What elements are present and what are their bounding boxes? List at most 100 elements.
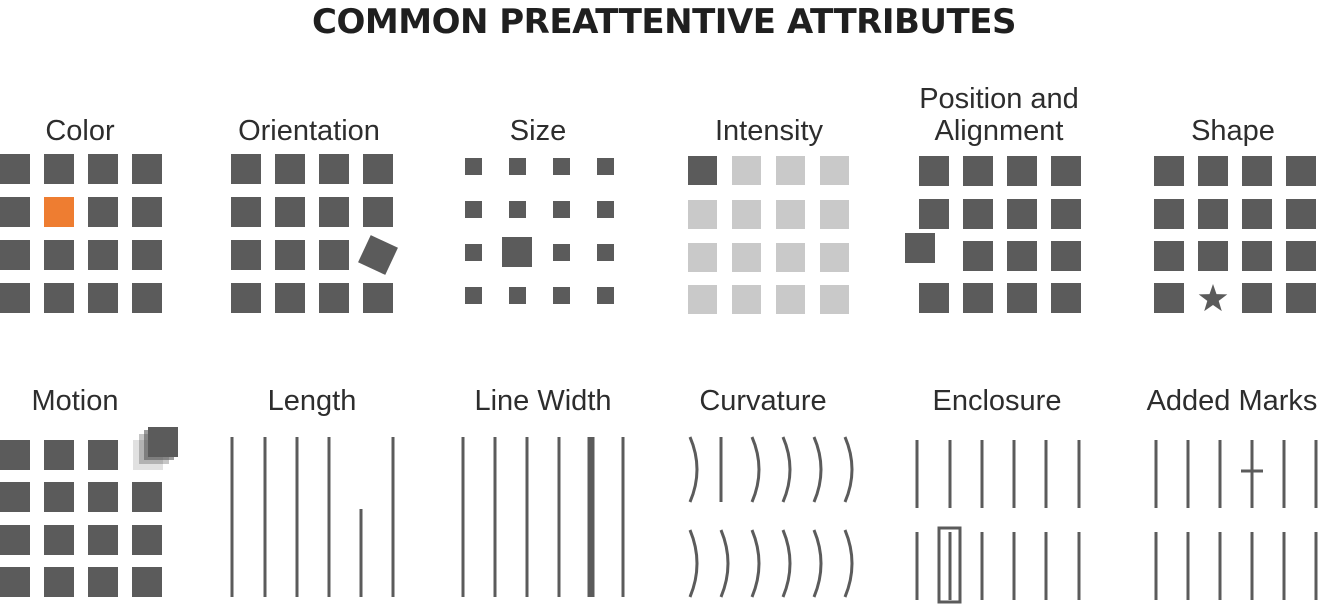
square-mark bbox=[1286, 156, 1316, 186]
square-mark bbox=[231, 240, 261, 270]
square-mark bbox=[820, 200, 849, 229]
square-mark bbox=[1051, 283, 1081, 313]
square-mark bbox=[688, 200, 717, 229]
panel-label-motion: Motion bbox=[31, 385, 118, 417]
square-mark bbox=[1051, 199, 1081, 229]
panel-label-size: Size bbox=[510, 115, 566, 147]
square-mark bbox=[1286, 241, 1316, 271]
square-mark bbox=[275, 154, 305, 184]
square-mark bbox=[465, 244, 482, 261]
square-mark bbox=[553, 244, 570, 261]
curved-line bbox=[781, 529, 792, 598]
square-mark bbox=[132, 482, 162, 512]
square-mark bbox=[465, 158, 482, 175]
square-mark bbox=[88, 283, 118, 313]
square-mark bbox=[132, 283, 162, 313]
offset-square bbox=[905, 233, 935, 263]
curved-line bbox=[688, 529, 699, 598]
curved-line bbox=[719, 529, 730, 598]
square-mark bbox=[1242, 283, 1272, 313]
square-mark bbox=[963, 283, 993, 313]
square-mark bbox=[88, 440, 118, 470]
square-mark bbox=[231, 197, 261, 227]
square-mark bbox=[553, 158, 570, 175]
panel-label-length: Length bbox=[268, 385, 357, 417]
curved-line bbox=[843, 436, 854, 503]
page-title: COMMON PREATTENTIVE ATTRIBUTES bbox=[312, 2, 1016, 42]
square-mark bbox=[553, 201, 570, 218]
square-mark bbox=[44, 240, 74, 270]
square-mark bbox=[231, 283, 261, 313]
square-mark bbox=[0, 154, 30, 184]
square-mark bbox=[963, 156, 993, 186]
square-mark bbox=[88, 482, 118, 512]
square-mark bbox=[88, 154, 118, 184]
square-mark bbox=[0, 525, 30, 555]
square-mark bbox=[0, 440, 30, 470]
square-mark bbox=[1007, 241, 1037, 271]
square-mark bbox=[732, 200, 761, 229]
square-mark bbox=[0, 283, 30, 313]
panel-label-linewidth: Line Width bbox=[474, 385, 611, 417]
square-mark bbox=[1198, 199, 1228, 229]
square-mark bbox=[88, 240, 118, 270]
square-mark bbox=[509, 201, 526, 218]
square-mark bbox=[1051, 241, 1081, 271]
orientation-panel bbox=[231, 154, 398, 313]
square-mark bbox=[1007, 283, 1037, 313]
square-mark bbox=[776, 200, 805, 229]
square-mark bbox=[597, 158, 614, 175]
square-mark bbox=[820, 156, 849, 185]
panel-label-shape: Shape bbox=[1191, 115, 1275, 147]
square-mark bbox=[820, 243, 849, 272]
linewidth-panel bbox=[461, 437, 625, 597]
motion-panel bbox=[0, 427, 178, 597]
curved-line bbox=[781, 436, 792, 503]
square-mark bbox=[363, 154, 393, 184]
position-panel bbox=[905, 156, 1081, 313]
square-mark bbox=[919, 283, 949, 313]
square-mark bbox=[1242, 156, 1272, 186]
square-mark bbox=[275, 197, 305, 227]
moving-square bbox=[148, 427, 178, 457]
square-mark bbox=[553, 287, 570, 304]
panel-label-position: Position and bbox=[919, 83, 1079, 115]
square-mark bbox=[0, 567, 30, 597]
square-mark bbox=[44, 154, 74, 184]
square-mark bbox=[1154, 199, 1184, 229]
addedmarks-panel bbox=[1154, 440, 1318, 600]
curved-line bbox=[812, 529, 823, 598]
square-mark bbox=[319, 197, 349, 227]
square-mark bbox=[319, 240, 349, 270]
large-square bbox=[502, 237, 532, 267]
square-mark bbox=[776, 243, 805, 272]
square-mark bbox=[963, 199, 993, 229]
square-mark bbox=[132, 197, 162, 227]
square-mark bbox=[44, 525, 74, 555]
enclosure-box bbox=[937, 526, 962, 604]
square-mark bbox=[275, 283, 305, 313]
square-mark bbox=[0, 240, 30, 270]
curved-line bbox=[843, 529, 854, 598]
enclosure-panel bbox=[915, 440, 1081, 604]
square-mark bbox=[465, 201, 482, 218]
square-mark bbox=[88, 525, 118, 555]
square-mark bbox=[919, 156, 949, 186]
square-mark bbox=[1286, 199, 1316, 229]
square-mark bbox=[132, 240, 162, 270]
square-mark bbox=[1154, 241, 1184, 271]
square-mark bbox=[1154, 283, 1184, 313]
square-mark bbox=[1154, 156, 1184, 186]
curvature-panel bbox=[688, 436, 854, 598]
square-mark bbox=[1051, 156, 1081, 186]
panel-label-color: Color bbox=[45, 115, 115, 147]
square-mark bbox=[275, 240, 305, 270]
intensity-panel bbox=[688, 156, 849, 314]
square-mark bbox=[44, 440, 74, 470]
square-mark bbox=[1242, 199, 1272, 229]
highlighted-square bbox=[44, 197, 74, 227]
panel-label-orientation: Orientation bbox=[238, 115, 380, 147]
square-mark bbox=[509, 158, 526, 175]
rotated-square bbox=[358, 235, 398, 275]
